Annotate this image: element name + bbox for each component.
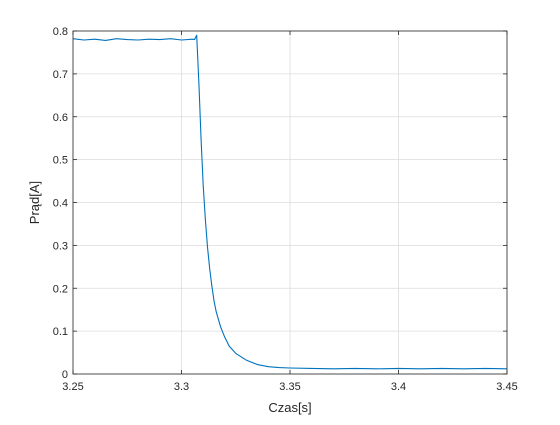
y-tick-label: 0.7 — [53, 69, 68, 81]
y-tick-label: 0.1 — [53, 326, 68, 338]
y-tick-label: 0.6 — [53, 112, 68, 124]
x-tick-label: 3.35 — [279, 381, 300, 393]
x-axis-label: Czas[s] — [268, 400, 311, 415]
y-tick-label: 0.8 — [53, 26, 68, 38]
series-line — [72, 34, 508, 370]
x-tick-label: 3.25 — [62, 381, 83, 393]
y-axis-label: Prąd[A] — [27, 181, 42, 224]
y-tick-label: 0.5 — [53, 155, 68, 167]
x-tick-label: 3.45 — [496, 381, 517, 393]
y-tick-label: 0.3 — [53, 240, 68, 252]
y-tick-label: 0 — [62, 369, 68, 381]
ticks — [72, 30, 508, 375]
series-group — [72, 34, 508, 370]
y-tick-label: 0.4 — [53, 198, 68, 210]
x-tick-label: 3.4 — [391, 381, 406, 393]
y-tick-label: 0.2 — [53, 283, 68, 295]
tick-labels: 3.25 3.3 3.35 3.4 3.45 0 0.1 0.2 0.3 0.4 0.5 0.6 0.7… — [53, 26, 518, 393]
x-tick-label: 3.3 — [174, 381, 189, 393]
